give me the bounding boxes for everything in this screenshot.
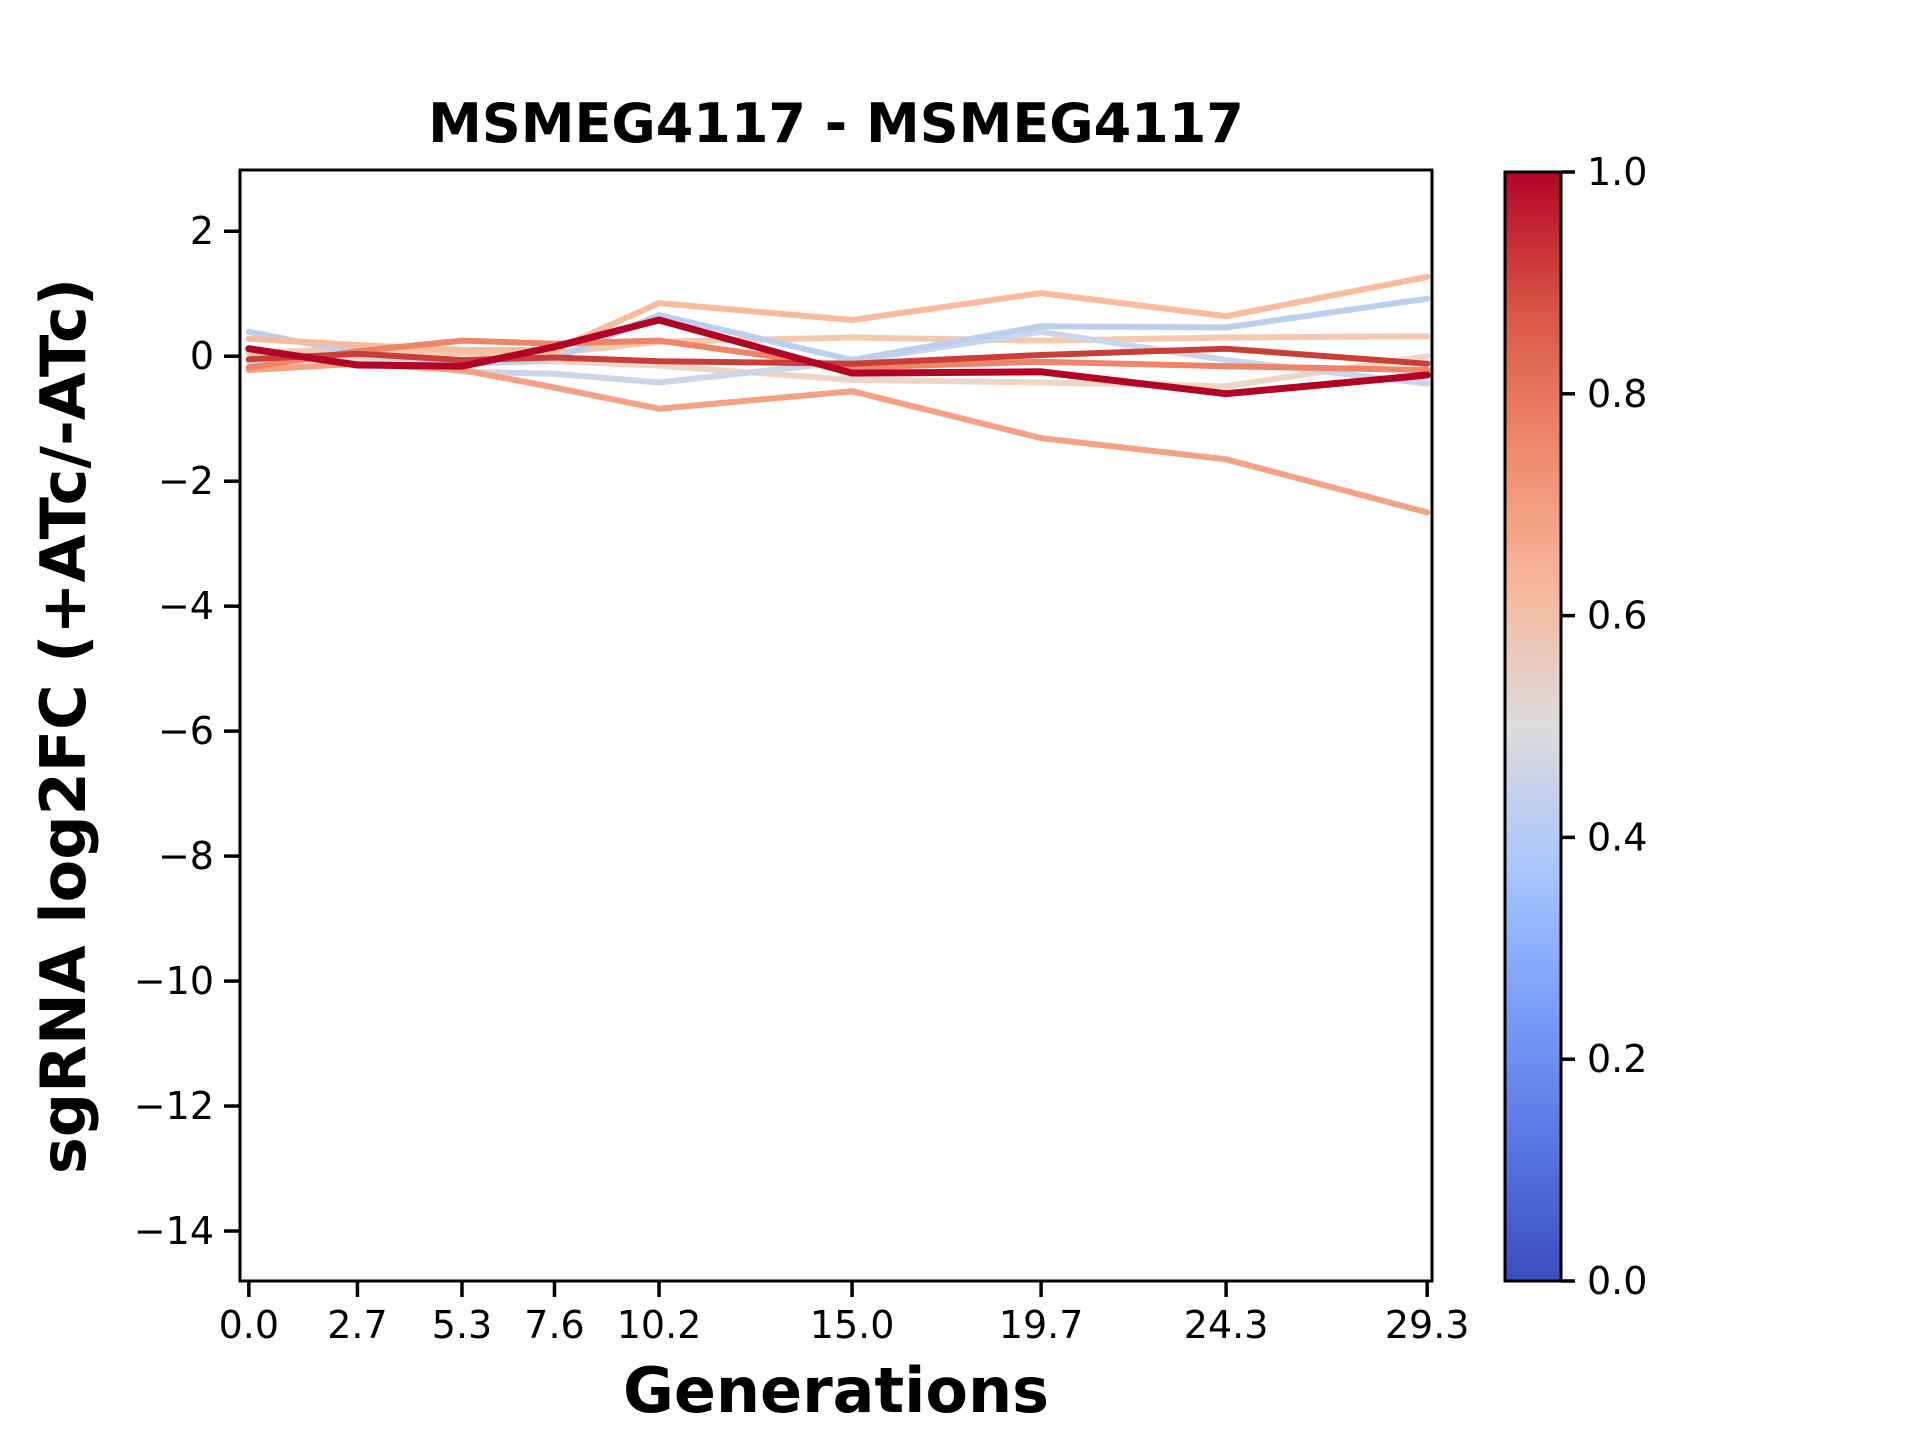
colorbar-tick-label: 0.0 xyxy=(1587,1259,1647,1303)
x-tick-label: 29.3 xyxy=(1385,1303,1470,1347)
y-tick-label: −2 xyxy=(158,459,214,503)
x-tick-label: 2.7 xyxy=(327,1303,387,1347)
y-tick-label: −14 xyxy=(134,1209,214,1253)
x-tick-label: 0.0 xyxy=(219,1303,279,1347)
y-tick-label: 2 xyxy=(190,209,214,253)
x-tick-label: 19.7 xyxy=(999,1303,1084,1347)
x-tick-label: 10.2 xyxy=(617,1303,702,1347)
series-line xyxy=(245,345,1431,367)
chart-title: MSMEG4117 - MSMEG4117 xyxy=(428,92,1244,155)
x-tick-label: 7.6 xyxy=(524,1303,584,1347)
x-axis-ticks: 0.0 2.7 5.3 7.6 10.2 15.0 19.7 24.3 29.3 xyxy=(219,1281,1470,1347)
series-line xyxy=(245,316,1431,398)
colorbar-tick-label: 0.8 xyxy=(1587,372,1647,416)
colorbar-tick-label: 0.4 xyxy=(1587,815,1647,859)
x-axis-label: Generations xyxy=(623,1354,1049,1427)
y-tick-label: −4 xyxy=(158,584,214,628)
x-tick-label: 15.0 xyxy=(810,1303,895,1347)
y-tick-label: −12 xyxy=(134,1084,214,1128)
y-tick-label: −6 xyxy=(158,709,214,753)
colorbar-ticks: 0.0 0.2 0.4 0.6 0.8 1.0 xyxy=(1561,150,1647,1303)
y-tick-label: −10 xyxy=(134,959,214,1003)
y-tick-label: 0 xyxy=(190,334,214,378)
colorbar-tick-label: 0.6 xyxy=(1587,594,1647,638)
plot-frame xyxy=(238,168,1434,1283)
series-line xyxy=(245,360,1431,516)
colorbar-tick-label: 0.2 xyxy=(1587,1037,1647,1081)
y-axis-label: sgRNA log2FC (+ATc/-ATc) xyxy=(27,278,100,1174)
colorbar xyxy=(1503,170,1563,1283)
x-tick-label: 24.3 xyxy=(1184,1303,1269,1347)
x-tick-label: 5.3 xyxy=(432,1303,492,1347)
y-axis-ticks: 2 0 −2 −4 −6 −8 −10 −12 −14 xyxy=(134,209,240,1253)
y-tick-label: −8 xyxy=(158,834,214,878)
series-line xyxy=(245,337,1431,373)
colorbar-tick-label: 1.0 xyxy=(1587,150,1647,194)
series-lines xyxy=(245,273,1431,516)
